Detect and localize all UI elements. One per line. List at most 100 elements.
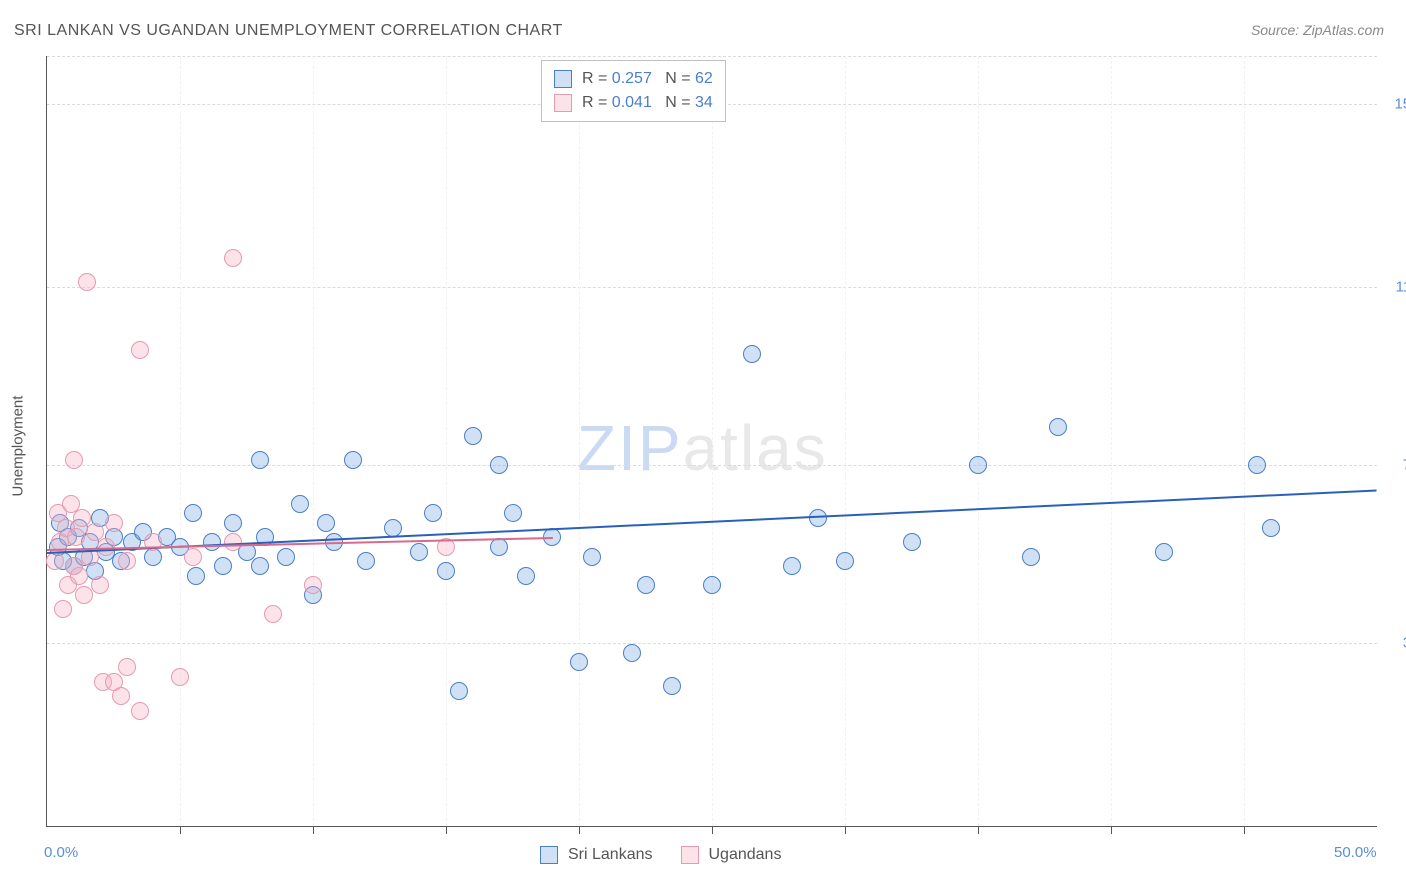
chart-title: SRI LANKAN VS UGANDAN UNEMPLOYMENT CORRE…: [14, 22, 563, 40]
point-srilankan: [437, 562, 455, 580]
point-srilankan: [490, 538, 508, 556]
grid-line: [845, 56, 846, 826]
x-tick: [180, 826, 181, 834]
point-srilankan: [203, 533, 221, 551]
point-srilankan: [291, 495, 309, 513]
point-srilankan: [637, 576, 655, 594]
legend-swatch: [554, 94, 572, 112]
watermark-atlas: atlas: [683, 412, 828, 484]
point-ugandan: [171, 668, 189, 686]
y-tick-label: 7.5%: [1387, 457, 1406, 474]
point-srilankan: [277, 548, 295, 566]
point-ugandan: [184, 548, 202, 566]
grid-line: [712, 56, 713, 826]
source-label: Source: ZipAtlas.com: [1251, 22, 1384, 38]
legend-series-name: Ugandans: [709, 846, 782, 864]
grid-line: [446, 56, 447, 826]
point-ugandan: [118, 552, 136, 570]
x-min-label: 0.0%: [44, 844, 78, 861]
grid-line: [180, 56, 181, 826]
point-srilankan: [464, 427, 482, 445]
point-srilankan: [1248, 456, 1266, 474]
x-tick: [313, 826, 314, 834]
x-tick: [978, 826, 979, 834]
point-srilankan: [570, 653, 588, 671]
watermark: ZIPatlas: [577, 411, 828, 485]
point-ugandan: [75, 586, 93, 604]
point-srilankan: [623, 644, 641, 662]
point-srilankan: [1022, 548, 1040, 566]
point-ugandan: [70, 567, 88, 585]
legend-swatch: [540, 846, 558, 864]
point-srilankan: [903, 533, 921, 551]
point-srilankan: [224, 514, 242, 532]
point-srilankan: [517, 567, 535, 585]
point-srilankan: [836, 552, 854, 570]
point-ugandan: [131, 341, 149, 359]
point-srilankan: [251, 451, 269, 469]
plot-area: ZIPatlas 3.8%7.5%11.2%15.0%: [46, 56, 1377, 827]
y-axis-label: Unemployment: [10, 396, 27, 497]
y-tick-label: 11.2%: [1387, 279, 1406, 296]
watermark-zip: ZIP: [577, 412, 683, 484]
point-ugandan: [91, 576, 109, 594]
legend-stats: R = 0.257 N = 62R = 0.041 N = 34: [541, 60, 726, 122]
legend-stat-text: R = 0.041 N = 34: [582, 91, 713, 115]
x-tick: [1244, 826, 1245, 834]
point-srilankan: [357, 552, 375, 570]
point-ugandan: [112, 687, 130, 705]
point-ugandan: [131, 702, 149, 720]
legend-row: R = 0.257 N = 62: [554, 67, 713, 91]
legend-series-name: Sri Lankans: [568, 846, 653, 864]
y-tick-label: 3.8%: [1387, 635, 1406, 652]
grid-line: [579, 56, 580, 826]
legend-row: R = 0.041 N = 34: [554, 91, 713, 115]
point-srilankan: [490, 456, 508, 474]
point-srilankan: [703, 576, 721, 594]
point-srilankan: [663, 677, 681, 695]
y-tick-label: 15.0%: [1387, 96, 1406, 113]
point-srilankan: [783, 557, 801, 575]
point-ugandan: [224, 249, 242, 267]
point-srilankan: [251, 557, 269, 575]
point-srilankan: [187, 567, 205, 585]
legend-series: Sri Lankans Ugandans: [540, 846, 799, 864]
x-tick: [446, 826, 447, 834]
x-tick: [579, 826, 580, 834]
point-srilankan: [410, 543, 428, 561]
grid-line: [978, 56, 979, 826]
point-ugandan: [73, 509, 91, 527]
point-ugandan: [304, 576, 322, 594]
point-srilankan: [214, 557, 232, 575]
point-srilankan: [344, 451, 362, 469]
point-srilankan: [384, 519, 402, 537]
point-ugandan: [67, 528, 85, 546]
point-ugandan: [264, 605, 282, 623]
point-srilankan: [583, 548, 601, 566]
legend-swatch: [681, 846, 699, 864]
x-tick: [712, 826, 713, 834]
x-tick: [845, 826, 846, 834]
point-ugandan: [105, 514, 123, 532]
point-srilankan: [1155, 543, 1173, 561]
point-srilankan: [504, 504, 522, 522]
grid-line: [1111, 56, 1112, 826]
point-srilankan: [743, 345, 761, 363]
point-ugandan: [65, 451, 83, 469]
point-srilankan: [424, 504, 442, 522]
point-srilankan: [317, 514, 335, 532]
legend-stat-text: R = 0.257 N = 62: [582, 67, 713, 91]
point-srilankan: [1049, 418, 1067, 436]
grid-line: [1244, 56, 1245, 826]
point-srilankan: [969, 456, 987, 474]
point-ugandan: [118, 658, 136, 676]
point-srilankan: [1262, 519, 1280, 537]
x-tick: [1111, 826, 1112, 834]
point-ugandan: [78, 273, 96, 291]
point-ugandan: [46, 552, 64, 570]
grid-line: [313, 56, 314, 826]
point-srilankan: [184, 504, 202, 522]
legend-swatch: [554, 70, 572, 88]
x-max-label: 50.0%: [1334, 844, 1377, 861]
point-ugandan: [54, 600, 72, 618]
